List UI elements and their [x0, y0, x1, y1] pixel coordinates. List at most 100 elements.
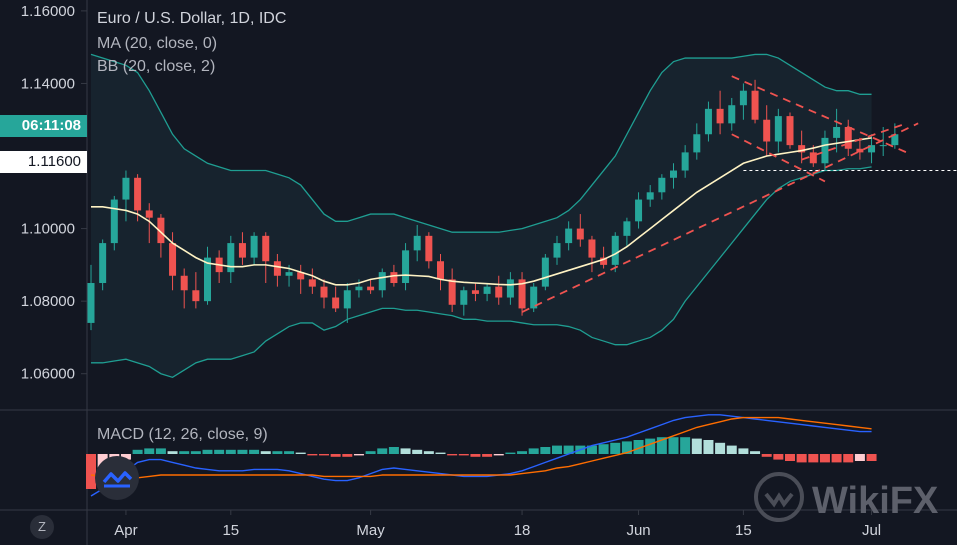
macd-histogram-bar	[342, 454, 353, 457]
macd-histogram-bar	[190, 451, 201, 454]
macd-histogram-bar	[796, 454, 807, 463]
macd-histogram-bar	[854, 454, 865, 461]
trendlines	[521, 75, 957, 313]
macd-histogram-bar	[225, 449, 236, 454]
candle-body	[646, 192, 654, 200]
macd-histogram-bar	[493, 454, 504, 456]
time-tick-label: 15	[222, 522, 239, 539]
macd-histogram-bar	[761, 454, 772, 457]
candle-body	[553, 243, 561, 258]
candle-body	[390, 272, 398, 284]
time-tick-label: Apr	[114, 522, 137, 539]
candle-body	[530, 286, 538, 309]
candle-body	[157, 217, 165, 244]
macd-histogram-bar	[272, 451, 283, 454]
macd-histogram-bar	[120, 454, 131, 460]
bb-legend[interactable]: BB (20, close, 2)	[97, 58, 216, 75]
time-tick-label: 18	[514, 522, 531, 539]
candle-body	[833, 126, 841, 138]
candle-body	[576, 228, 584, 240]
candle-body	[809, 152, 817, 164]
candle-body	[483, 286, 491, 294]
macd-histogram-bar	[155, 448, 166, 454]
candle-body	[169, 243, 177, 276]
macd-histogram-bar	[167, 451, 178, 454]
macd-histogram-bar	[540, 447, 551, 454]
candle-body	[844, 126, 852, 149]
price-tick-label: 1.10000	[21, 221, 75, 238]
zoom-icon[interactable]: Z	[30, 515, 54, 539]
price-tick-label: 1.06000	[21, 366, 75, 383]
candle-body	[192, 290, 200, 302]
candle-body	[87, 283, 95, 323]
ma-legend[interactable]: MA (20, close, 0)	[97, 35, 218, 52]
candle-body	[588, 239, 596, 258]
candle-body	[402, 250, 410, 284]
trendline	[731, 133, 826, 183]
bar-countdown-tag: 06:11:08	[0, 115, 87, 137]
candle-body	[122, 177, 130, 200]
candle-body	[565, 228, 573, 244]
candle-body	[635, 199, 643, 222]
candle-body	[273, 261, 281, 276]
candle-body	[856, 148, 864, 153]
macd-histogram-bar	[330, 454, 341, 457]
macd-histogram-bar	[412, 449, 423, 454]
macd-histogram-bar	[132, 449, 143, 454]
macd-histogram-bar	[260, 451, 271, 454]
horizontal-level-tag[interactable]: 1.11600	[0, 151, 87, 173]
candle-body	[425, 235, 433, 262]
candle-body	[460, 290, 468, 305]
macd-histogram-bar	[482, 454, 493, 457]
macd-histogram-bar	[249, 449, 260, 454]
candle-body	[611, 235, 619, 265]
macd-histogram-bar	[470, 454, 481, 457]
macd-histogram-bar	[726, 445, 737, 454]
price-tick-label: 1.14000	[21, 75, 75, 92]
candle-body	[495, 286, 503, 298]
macd-histogram-bar	[202, 449, 213, 454]
candle-body	[262, 235, 270, 262]
bb-lower-line	[91, 166, 872, 379]
macd-histogram-bar	[610, 442, 621, 454]
candle-body	[471, 290, 479, 294]
candle-body	[238, 243, 246, 258]
macd-histogram-bar	[645, 438, 656, 454]
candle-body	[786, 116, 794, 146]
macd-histogram-bar	[738, 448, 749, 454]
candle-body	[763, 119, 771, 142]
candle-body	[204, 257, 211, 302]
macd-histogram-bar	[866, 454, 877, 461]
macd-histogram-bar	[785, 454, 795, 461]
candle-body	[250, 235, 258, 258]
trendline	[731, 75, 907, 154]
macd-histogram-bar	[773, 454, 784, 460]
macd-histogram-bar	[831, 454, 842, 463]
candle-body	[355, 286, 363, 291]
macd-histogram-bar	[668, 437, 679, 454]
macd-histogram-bar	[680, 437, 691, 454]
macd-histogram-bar	[691, 438, 702, 454]
candle-body	[308, 279, 316, 287]
candle-body	[227, 243, 235, 273]
wikifx-watermark-text: WikiFX	[812, 480, 939, 522]
candle-body	[868, 145, 876, 153]
candle-body	[506, 279, 514, 298]
bollinger-bands	[90, 53, 872, 379]
trendline	[801, 122, 907, 161]
wikifx-watermark: WikiFX	[752, 470, 938, 530]
candle-body	[413, 235, 421, 251]
macd-signal-line	[90, 416, 872, 479]
macd-pane	[86, 414, 877, 497]
macd-histogram-bar	[715, 442, 726, 454]
macd-legend[interactable]: MACD (12, 26, close, 9)	[97, 426, 268, 443]
macd-histogram-bar	[284, 451, 295, 454]
bb-fill	[91, 54, 872, 378]
macd-histogram-bar	[552, 445, 562, 454]
macd-histogram-bar	[808, 454, 819, 463]
candle-body	[798, 145, 806, 153]
candle-body	[751, 90, 759, 120]
time-tick-label: Jun	[626, 522, 650, 539]
ma20-line	[91, 137, 872, 286]
